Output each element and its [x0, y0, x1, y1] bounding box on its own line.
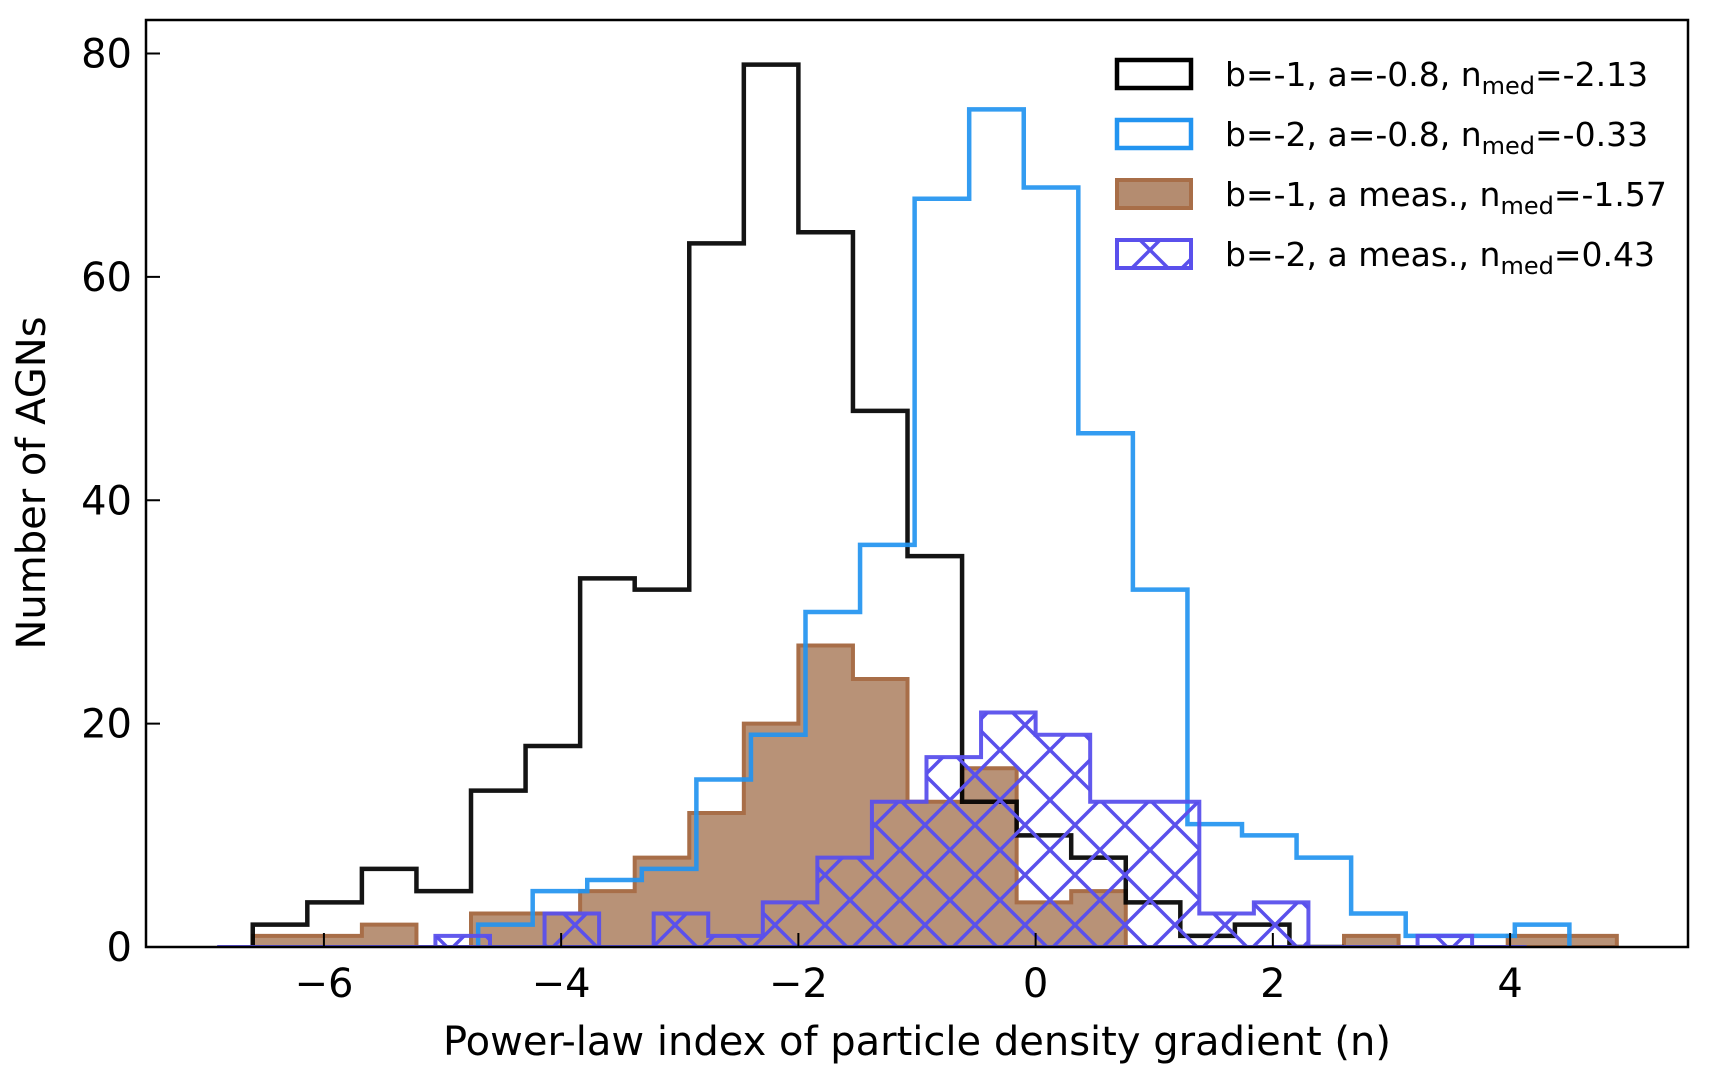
- histogram-series-blue: [475, 107, 1572, 947]
- legend: b=-1, a=-0.8, nmed=-2.13 b=-2, a=-0.8, nm…: [1114, 55, 1667, 280]
- legend-swatch: [1114, 57, 1194, 91]
- legend-swatch: [1115, 178, 1193, 210]
- histogram-series-purple-hatched: [217, 710, 1527, 947]
- x-tick-label: −6: [294, 961, 353, 1007]
- y-tick-label: 40: [81, 478, 132, 524]
- y-axis-label: Number of AGNs: [9, 316, 55, 649]
- x-tick-label: −4: [532, 961, 591, 1007]
- legend-entry-label: b=-1, a=-0.8, nmed=-2.13: [1225, 55, 1648, 100]
- y-tick-label: 0: [107, 925, 132, 971]
- x-tick-label: 4: [1497, 961, 1522, 1007]
- y-axis: 0 20 40 60 80: [81, 32, 160, 971]
- y-tick-label: 60: [81, 255, 132, 301]
- legend-entry-label: b=-2, a meas., nmed=0.43: [1225, 235, 1655, 280]
- plot-area: [217, 62, 1619, 947]
- y-tick-label: 20: [81, 702, 132, 748]
- y-tick-label: 80: [81, 32, 132, 78]
- x-tick-label: 2: [1260, 961, 1285, 1007]
- x-tick-label: 0: [1023, 961, 1048, 1007]
- legend-swatch: [1115, 238, 1193, 270]
- x-axis-label: Power-law index of particle density grad…: [443, 1019, 1391, 1065]
- legend-entry-label: b=-1, a meas., nmed=-1.57: [1225, 175, 1667, 220]
- x-tick-label: −2: [769, 961, 828, 1007]
- legend-entry-label: b=-2, a=-0.8, nmed=-0.33: [1225, 115, 1648, 160]
- legend-swatch: [1114, 117, 1194, 151]
- x-axis: −6 −4 −2 0 2 4: [294, 933, 1523, 1007]
- plot-frame: [144, 18, 1690, 949]
